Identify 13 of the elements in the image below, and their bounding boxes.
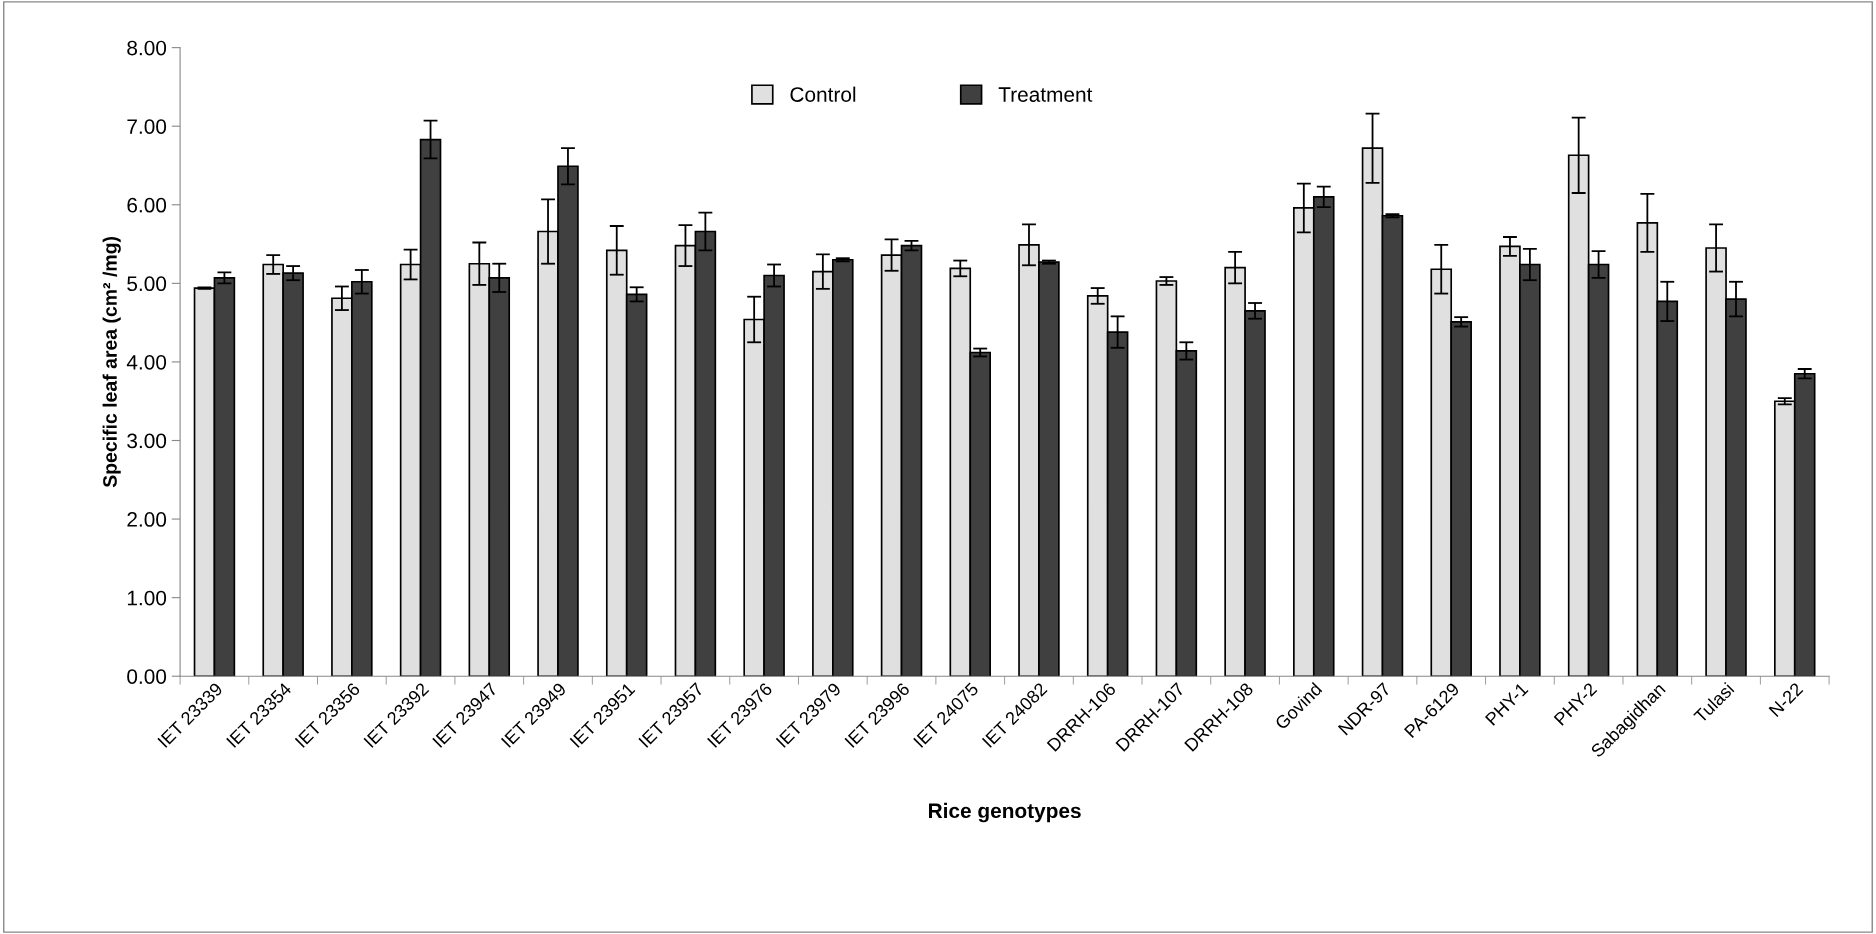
y-tick-label: 1.00	[127, 590, 167, 606]
y-tick-label: 5.00	[127, 276, 167, 292]
x-axis-title: Rice genotypes	[929, 802, 1081, 823]
y-tick-label: 2.00	[127, 512, 167, 527]
y-tick-label: 6.00	[127, 197, 167, 213]
y-tick-label: 0.00	[127, 669, 167, 684]
y-tick-label: 3.00	[127, 433, 167, 449]
y-axis-title: Specific leaf area (cm² /mg)	[102, 236, 121, 488]
legend-label: Control	[790, 86, 856, 102]
y-tick-label: 7.00	[127, 119, 167, 134]
y-tick-label: 4.00	[126, 354, 167, 370]
y-tick-label: 8.00	[127, 40, 167, 56]
legend-label: Treatment	[998, 87, 1093, 102]
